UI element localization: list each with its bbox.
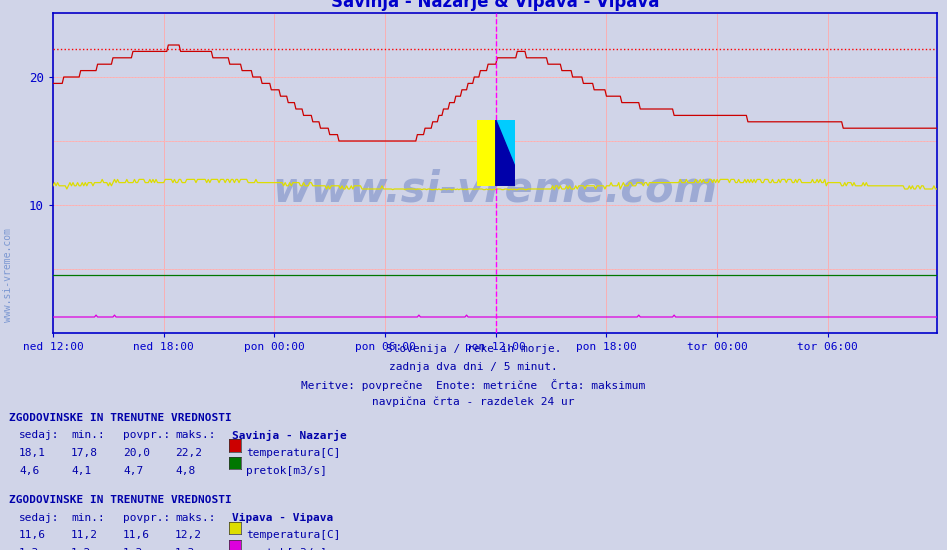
Text: min.:: min.: bbox=[71, 430, 105, 441]
Text: maks.:: maks.: bbox=[175, 430, 216, 441]
Text: pretok[m3/s]: pretok[m3/s] bbox=[246, 465, 328, 476]
Text: 4,7: 4,7 bbox=[123, 465, 143, 476]
Text: 11,6: 11,6 bbox=[19, 530, 46, 541]
Text: povpr.:: povpr.: bbox=[123, 513, 170, 523]
Text: 1,2: 1,2 bbox=[71, 548, 91, 550]
Text: povpr.:: povpr.: bbox=[123, 430, 170, 441]
Title: Savinja - Nazarje & Vipava - Vipava: Savinja - Nazarje & Vipava - Vipava bbox=[331, 0, 659, 12]
Text: 1,3: 1,3 bbox=[19, 548, 39, 550]
Text: 1,3: 1,3 bbox=[175, 548, 195, 550]
Text: Savinja - Nazarje: Savinja - Nazarje bbox=[232, 430, 347, 442]
Text: 4,1: 4,1 bbox=[71, 465, 91, 476]
Text: www.si-vreme.com: www.si-vreme.com bbox=[273, 168, 718, 210]
Text: 18,1: 18,1 bbox=[19, 448, 46, 458]
Text: min.:: min.: bbox=[71, 513, 105, 523]
Text: 22,2: 22,2 bbox=[175, 448, 203, 458]
Text: 20,0: 20,0 bbox=[123, 448, 151, 458]
Text: www.si-vreme.com: www.si-vreme.com bbox=[3, 228, 12, 322]
Text: 17,8: 17,8 bbox=[71, 448, 98, 458]
Text: Meritve: povprečne  Enote: metrične  Črta: maksimum: Meritve: povprečne Enote: metrične Črta:… bbox=[301, 379, 646, 391]
Text: 11,6: 11,6 bbox=[123, 530, 151, 541]
Text: temperatura[C]: temperatura[C] bbox=[246, 448, 341, 458]
Polygon shape bbox=[496, 120, 515, 166]
Text: pretok[m3/s]: pretok[m3/s] bbox=[246, 548, 328, 550]
Text: Slovenija / reke in morje.: Slovenija / reke in morje. bbox=[385, 344, 562, 354]
Text: 4,6: 4,6 bbox=[19, 465, 39, 476]
Text: 4,8: 4,8 bbox=[175, 465, 195, 476]
Text: ZGODOVINSKE IN TRENUTNE VREDNOSTI: ZGODOVINSKE IN TRENUTNE VREDNOSTI bbox=[9, 495, 232, 505]
Text: zadnja dva dni / 5 minut.: zadnja dva dni / 5 minut. bbox=[389, 361, 558, 372]
Text: Vipava - Vipava: Vipava - Vipava bbox=[232, 513, 333, 523]
Text: 11,2: 11,2 bbox=[71, 530, 98, 541]
Text: 12,2: 12,2 bbox=[175, 530, 203, 541]
Text: 1,3: 1,3 bbox=[123, 548, 143, 550]
Text: temperatura[C]: temperatura[C] bbox=[246, 530, 341, 541]
Polygon shape bbox=[496, 120, 515, 186]
Text: sedaj:: sedaj: bbox=[19, 513, 60, 523]
Text: navpična črta - razdelek 24 ur: navpična črta - razdelek 24 ur bbox=[372, 397, 575, 408]
Text: sedaj:: sedaj: bbox=[19, 430, 60, 441]
Text: maks.:: maks.: bbox=[175, 513, 216, 523]
Text: ZGODOVINSKE IN TRENUTNE VREDNOSTI: ZGODOVINSKE IN TRENUTNE VREDNOSTI bbox=[9, 412, 232, 423]
